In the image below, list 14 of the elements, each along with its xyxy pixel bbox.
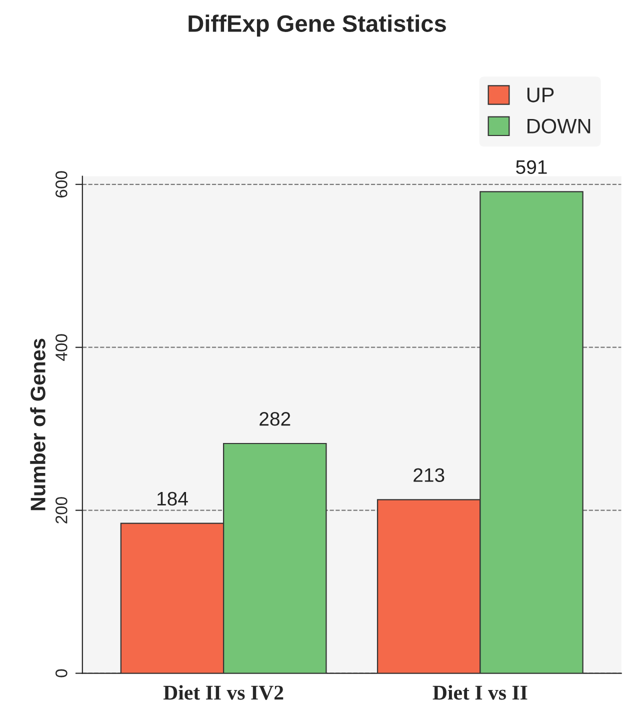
y-axis-title: Number of Genes	[30, 338, 46, 510]
x-tick-label: Diet I vs II	[432, 685, 528, 700]
y-tick-label: 0	[56, 669, 68, 678]
y-tick-label: 400	[56, 334, 68, 361]
data-label: 213	[414, 468, 444, 482]
x-tick-label: Diet II vs IV2	[163, 685, 284, 700]
y-tick-label: 600	[56, 171, 68, 198]
y-tick-label: 200	[56, 497, 68, 524]
chart-title: DiffExp Gene Statistics	[188, 14, 446, 37]
legend-label: DOWN	[528, 118, 590, 134]
data-label: 282	[260, 412, 290, 426]
data-label: 184	[158, 492, 188, 506]
legend-label: UP	[527, 88, 554, 102]
data-label: 591	[516, 160, 547, 174]
